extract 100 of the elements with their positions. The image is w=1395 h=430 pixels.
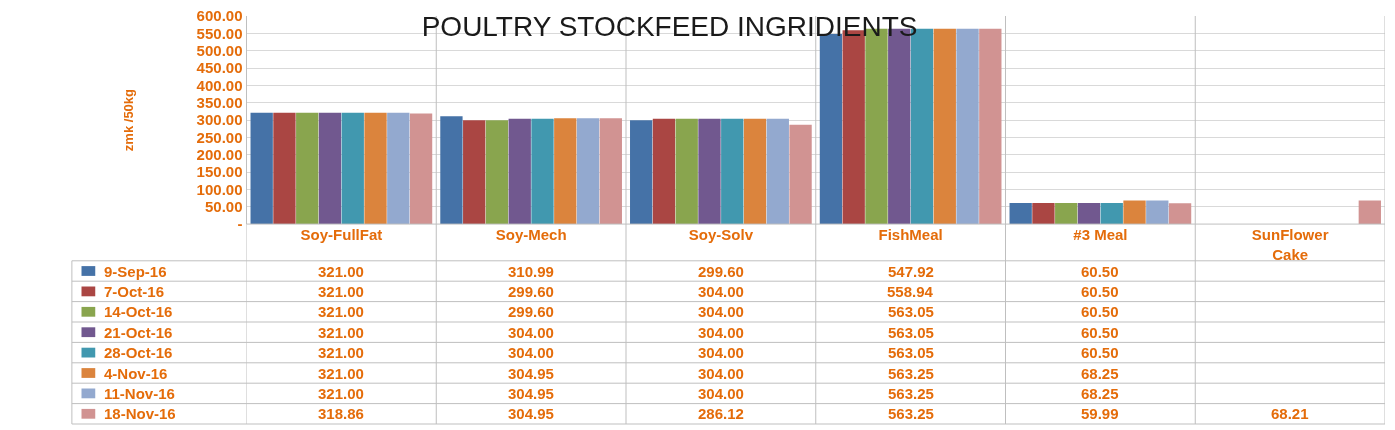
x-tick-label: FishMeal xyxy=(878,226,943,244)
legend-label: 4-Nov-16 xyxy=(104,365,168,382)
data-label: 304.00 xyxy=(698,303,744,320)
bar xyxy=(675,118,698,225)
legend-label: 11-Nov-16 xyxy=(104,385,175,402)
data-label: 563.05 xyxy=(888,344,934,361)
bar xyxy=(463,120,486,225)
y-tick-label: 500.00 xyxy=(196,41,243,59)
data-label: 310.99 xyxy=(508,263,554,280)
data-label: 304.95 xyxy=(508,365,554,382)
data-label: 304.95 xyxy=(508,405,554,422)
data-label: 321.00 xyxy=(318,283,364,300)
legend-label: 21-Oct-16 xyxy=(104,324,173,341)
bar xyxy=(630,120,653,225)
y-tick-label: 550.00 xyxy=(196,24,243,42)
data-label: 304.95 xyxy=(508,385,554,402)
y-tick-label: - xyxy=(237,215,243,233)
x-tick-label: Soy-FullFat xyxy=(300,226,383,244)
x-tick-label: Soy-Solv xyxy=(688,226,754,244)
data-label: 304.00 xyxy=(508,324,554,341)
y-tick-label: 450.00 xyxy=(196,59,243,77)
data-label: 304.00 xyxy=(698,344,744,361)
data-label: 558.94 xyxy=(887,283,934,300)
data-label: 563.25 xyxy=(888,365,934,382)
bar xyxy=(250,112,273,225)
data-label: 299.60 xyxy=(698,263,744,280)
data-label: 304.00 xyxy=(508,344,554,361)
chart-title: POULTRY STOCKFEED INGRIDIENTS xyxy=(421,10,918,42)
data-label: 321.00 xyxy=(318,263,364,280)
data-label: 321.00 xyxy=(318,385,364,402)
bar xyxy=(1123,200,1146,225)
bar xyxy=(318,112,342,225)
legend-label: 9-Sep-16 xyxy=(104,263,167,280)
bar xyxy=(1032,203,1055,225)
bar xyxy=(1077,203,1101,225)
bar xyxy=(819,34,843,225)
data-label: 60.50 xyxy=(1081,283,1119,300)
bar xyxy=(1100,203,1123,225)
bar xyxy=(364,112,387,225)
data-label: 563.05 xyxy=(888,303,934,320)
bar xyxy=(1009,203,1032,225)
bar xyxy=(440,116,463,225)
bar xyxy=(1358,200,1381,225)
bar xyxy=(485,120,509,225)
data-label: 563.25 xyxy=(888,385,934,402)
bar xyxy=(1168,203,1192,225)
y-tick-label: 400.00 xyxy=(196,76,243,94)
data-label: 299.60 xyxy=(508,303,554,320)
data-label: 60.50 xyxy=(1081,263,1119,280)
y-tick-label: 100.00 xyxy=(196,180,243,198)
bar xyxy=(789,124,812,225)
y-tick-label: 350.00 xyxy=(196,93,243,111)
y-tick-label: 150.00 xyxy=(196,163,243,181)
y-tick-label: 50.00 xyxy=(204,197,243,215)
bar xyxy=(531,118,554,225)
y-tick-label: 300.00 xyxy=(196,111,243,129)
data-label: 563.25 xyxy=(888,405,934,422)
data-label: 563.05 xyxy=(888,324,934,341)
data-label: 304.00 xyxy=(698,365,744,382)
data-label: 60.50 xyxy=(1081,303,1119,320)
data-label: 60.50 xyxy=(1081,344,1119,361)
bar xyxy=(698,118,721,225)
data-label: 304.00 xyxy=(698,283,744,300)
bar xyxy=(599,118,622,225)
bar xyxy=(956,28,979,225)
bar xyxy=(576,118,600,225)
data-label: 68.21 xyxy=(1271,405,1309,422)
bar xyxy=(933,28,956,225)
data-label: 321.00 xyxy=(318,324,364,341)
bar xyxy=(721,118,744,225)
bar xyxy=(341,112,364,225)
x-tick-label: SunFlower Cake xyxy=(1251,226,1329,263)
y-tick-label: 250.00 xyxy=(196,128,243,146)
legend-label: 28-Oct-16 xyxy=(104,344,173,361)
legend-label: 18-Nov-16 xyxy=(104,405,176,422)
bar xyxy=(743,118,767,225)
bar xyxy=(979,28,1002,225)
legend-label: 7-Oct-16 xyxy=(104,283,165,300)
data-label: 68.25 xyxy=(1081,385,1119,402)
data-label: 60.50 xyxy=(1081,324,1119,341)
data-label: 321.00 xyxy=(318,365,364,382)
data-label: 304.00 xyxy=(698,324,744,341)
legend-label: 14-Oct-16 xyxy=(104,303,173,320)
bar xyxy=(652,118,676,225)
y-tick-label: 200.00 xyxy=(196,145,243,163)
data-label: 547.92 xyxy=(888,263,934,280)
data-label: 321.00 xyxy=(318,344,364,361)
data-label: 304.00 xyxy=(698,385,744,402)
bar xyxy=(273,112,296,225)
data-label: 68.25 xyxy=(1081,365,1119,382)
x-tick-label: #3 Meal xyxy=(1073,226,1128,244)
bar xyxy=(409,113,433,225)
x-tick-label: Soy-Mech xyxy=(495,226,567,244)
data-label: 299.60 xyxy=(508,283,554,300)
bar xyxy=(387,112,410,225)
bar xyxy=(1146,200,1169,225)
y-tick-label: 600.00 xyxy=(196,7,243,25)
bar xyxy=(508,118,531,225)
bar xyxy=(766,118,789,225)
data-label: 321.00 xyxy=(318,303,364,320)
